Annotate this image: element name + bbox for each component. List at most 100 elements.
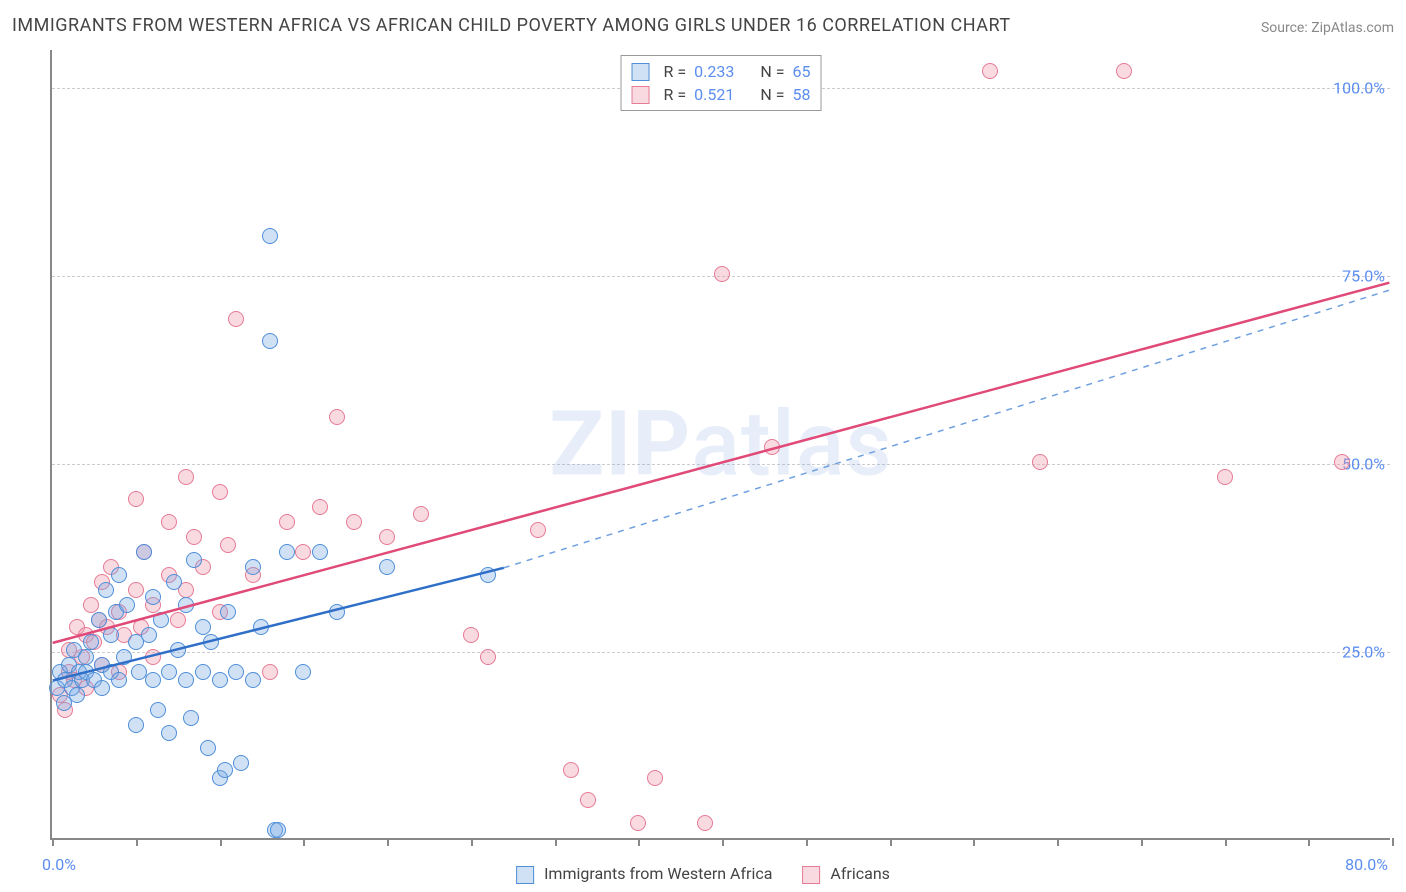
legend-row-series-2: R = 0.521 N = 58 [632, 83, 811, 106]
scatter-point [166, 574, 182, 590]
scatter-point [161, 725, 177, 741]
scatter-point [312, 499, 328, 515]
legend-n-label: N = [760, 85, 784, 104]
scatter-point [212, 484, 228, 500]
scatter-point [295, 544, 311, 560]
scatter-point [982, 63, 998, 79]
scatter-point [262, 228, 278, 244]
scatter-point [279, 544, 295, 560]
scatter-point [262, 664, 278, 680]
scatter-point [220, 537, 236, 553]
legend-n-value-2: 58 [792, 85, 810, 104]
x-tick [1225, 838, 1227, 846]
scatter-point [245, 672, 261, 688]
x-tick [555, 838, 557, 846]
scatter-point [480, 567, 496, 583]
scatter-point [530, 522, 546, 538]
scatter-point [228, 664, 244, 680]
x-tick [303, 838, 305, 846]
x-tick [471, 838, 473, 846]
scatter-point [764, 439, 780, 455]
scatter-point [153, 612, 169, 628]
scatter-point [128, 717, 144, 733]
x-tick [387, 838, 389, 846]
scatter-point [111, 672, 127, 688]
x-tick [973, 838, 975, 846]
series-legend: Immigrants from Western Africa Africans [516, 864, 890, 884]
x-tick [806, 838, 808, 846]
scatter-point [91, 612, 107, 628]
legend-item-2: Africans [802, 864, 889, 884]
scatter-point [1116, 63, 1132, 79]
source-attribution: Source: ZipAtlas.com [1261, 20, 1394, 36]
legend-r-label: R = [664, 85, 687, 104]
scatter-point [78, 649, 94, 665]
scatter-point [195, 619, 211, 635]
scatter-point [119, 597, 135, 613]
scatter-point [116, 649, 132, 665]
gridline [52, 652, 1390, 653]
scatter-point [253, 619, 269, 635]
scatter-point [1217, 469, 1233, 485]
chart-plot-area: ZIPatlas R = 0.233 N = 65 R = 0.521 N = … [50, 50, 1390, 840]
scatter-point [245, 559, 261, 575]
scatter-point [1032, 454, 1048, 470]
scatter-point [145, 649, 161, 665]
scatter-point [647, 770, 663, 786]
scatter-point [270, 822, 286, 838]
scatter-point [186, 552, 202, 568]
scatter-point [329, 409, 345, 425]
scatter-point [379, 529, 395, 545]
scatter-point [170, 642, 186, 658]
x-tick [1308, 838, 1310, 846]
scatter-point [195, 664, 211, 680]
x-tick [52, 838, 54, 846]
scatter-point [69, 687, 85, 703]
scatter-point [128, 491, 144, 507]
scatter-point [161, 664, 177, 680]
scatter-point [150, 702, 166, 718]
scatter-point [233, 755, 249, 771]
scatter-point [145, 672, 161, 688]
scatter-point [178, 672, 194, 688]
scatter-point [217, 762, 233, 778]
x-tick [722, 838, 724, 846]
x-tick [638, 838, 640, 846]
scatter-point [178, 597, 194, 613]
y-tick-label: 75.0% [1342, 266, 1385, 285]
x-tick [136, 838, 138, 846]
legend-swatch-pink [632, 86, 650, 104]
scatter-point [329, 604, 345, 620]
x-tick [220, 838, 222, 846]
trend-lines [52, 50, 1390, 838]
scatter-point [203, 634, 219, 650]
legend-swatch-pink [802, 866, 820, 884]
scatter-point [480, 649, 496, 665]
x-tick [890, 838, 892, 846]
scatter-point [563, 762, 579, 778]
scatter-point [200, 740, 216, 756]
scatter-point [183, 710, 199, 726]
scatter-point [136, 544, 152, 560]
scatter-point [94, 680, 110, 696]
legend-n-value-1: 65 [792, 62, 810, 81]
scatter-point [630, 815, 646, 831]
scatter-point [714, 266, 730, 282]
legend-swatch-blue [516, 866, 534, 884]
y-tick-label: 100.0% [1333, 78, 1385, 97]
legend-label-2: Africans [830, 864, 889, 883]
chart-title: IMMIGRANTS FROM WESTERN AFRICA VS AFRICA… [12, 15, 1011, 36]
scatter-point [83, 634, 99, 650]
scatter-point [697, 815, 713, 831]
scatter-point [279, 514, 295, 530]
gridline [52, 464, 1390, 465]
legend-swatch-blue [632, 63, 650, 81]
scatter-point [103, 627, 119, 643]
x-tick [1057, 838, 1059, 846]
legend-r-value-2: 0.521 [694, 85, 734, 104]
x-axis-max-label: 80.0% [1345, 855, 1388, 874]
scatter-point [170, 612, 186, 628]
legend-n-label: N = [760, 62, 784, 81]
scatter-point [413, 506, 429, 522]
legend-row-series-1: R = 0.233 N = 65 [632, 60, 811, 83]
